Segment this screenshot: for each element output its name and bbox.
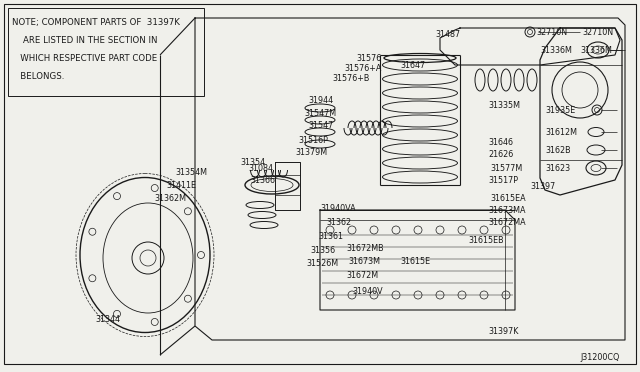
Text: 31940VA: 31940VA: [320, 203, 356, 212]
Text: 31547M: 31547M: [304, 109, 336, 118]
Text: 31397: 31397: [530, 182, 556, 190]
Text: 31935E: 31935E: [545, 106, 575, 115]
Text: 21626: 21626: [488, 150, 513, 158]
Text: 31526M: 31526M: [306, 260, 338, 269]
Text: 31612M: 31612M: [545, 128, 577, 137]
Text: 31379M: 31379M: [295, 148, 327, 157]
Text: 31547: 31547: [308, 121, 333, 129]
Text: 31576+B: 31576+B: [332, 74, 369, 83]
Text: 31366: 31366: [250, 176, 275, 185]
Text: 31647: 31647: [400, 61, 425, 70]
Text: 32710N: 32710N: [536, 28, 567, 36]
Text: 31354: 31354: [240, 157, 265, 167]
Text: 31944: 31944: [308, 96, 333, 105]
Text: 32710N: 32710N: [582, 28, 613, 36]
Text: 31411E: 31411E: [166, 180, 196, 189]
Text: 31516P: 31516P: [298, 135, 328, 144]
Text: 31672M: 31672M: [346, 272, 378, 280]
Text: J31200CQ: J31200CQ: [580, 353, 620, 362]
Text: 31577M: 31577M: [490, 164, 522, 173]
Text: 31672MB: 31672MB: [346, 244, 383, 253]
Text: BELONGS.: BELONGS.: [12, 71, 65, 80]
Text: 31356: 31356: [310, 246, 335, 254]
Text: 31673M: 31673M: [348, 257, 380, 266]
Text: 31615E: 31615E: [400, 257, 430, 266]
Text: 31397K: 31397K: [488, 327, 518, 337]
Text: 31517P: 31517P: [488, 176, 518, 185]
Text: 31362M: 31362M: [154, 193, 186, 202]
Text: 31335M: 31335M: [488, 100, 520, 109]
Text: ARE LISTED IN THE SECTION IN: ARE LISTED IN THE SECTION IN: [12, 35, 157, 45]
Text: 31940V: 31940V: [352, 288, 383, 296]
Text: 31615EA: 31615EA: [490, 193, 525, 202]
Text: 31084: 31084: [248, 164, 273, 173]
Text: 31646: 31646: [488, 138, 513, 147]
Text: 31615EB: 31615EB: [468, 235, 504, 244]
Text: 31336M: 31336M: [540, 45, 572, 55]
Text: 3162B: 3162B: [545, 145, 571, 154]
Text: NOTE; COMPONENT PARTS OF  31397K: NOTE; COMPONENT PARTS OF 31397K: [12, 17, 180, 26]
Text: 31361: 31361: [318, 231, 343, 241]
Text: 31362: 31362: [326, 218, 351, 227]
Text: 31354M: 31354M: [175, 167, 207, 176]
Text: 31344: 31344: [95, 315, 120, 324]
Text: 31672MA: 31672MA: [488, 218, 525, 227]
Text: 31487: 31487: [435, 29, 460, 38]
Text: 31673MA: 31673MA: [488, 205, 525, 215]
Bar: [8, 8, 204, 96]
Text: 31576: 31576: [356, 54, 381, 62]
Text: 31576+A: 31576+A: [344, 64, 381, 73]
Text: 31336M: 31336M: [580, 45, 612, 55]
Text: WHICH RESPECTIVE PART CODE: WHICH RESPECTIVE PART CODE: [12, 54, 157, 62]
Text: 31623: 31623: [545, 164, 570, 173]
